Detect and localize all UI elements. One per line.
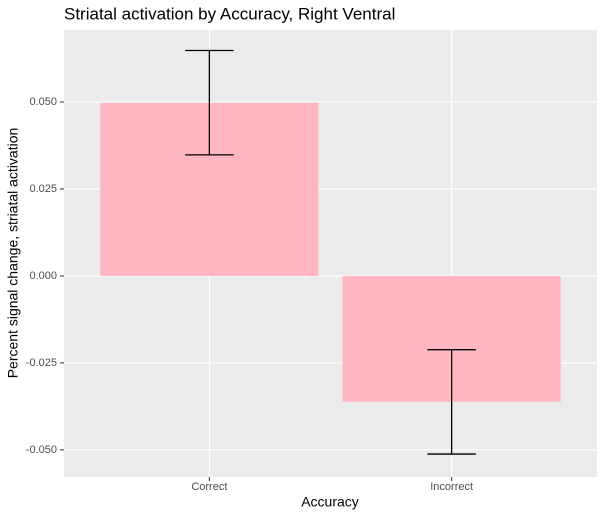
x-tick-label: Correct (191, 481, 227, 493)
y-axis-title: Percent signal change, striatal activati… (5, 128, 21, 379)
chart-title: Striatal activation by Accuracy, Right V… (64, 4, 395, 23)
x-tick-label: Incorrect (430, 481, 473, 493)
y-tick-label: -0.025 (26, 357, 57, 369)
y-tick-label: 0.025 (29, 183, 57, 195)
x-axis-title: Accuracy (301, 494, 359, 510)
y-tick-label: 0.050 (29, 96, 57, 108)
y-tick-label: -0.050 (26, 444, 57, 456)
y-tick-label: 0.000 (29, 270, 57, 282)
